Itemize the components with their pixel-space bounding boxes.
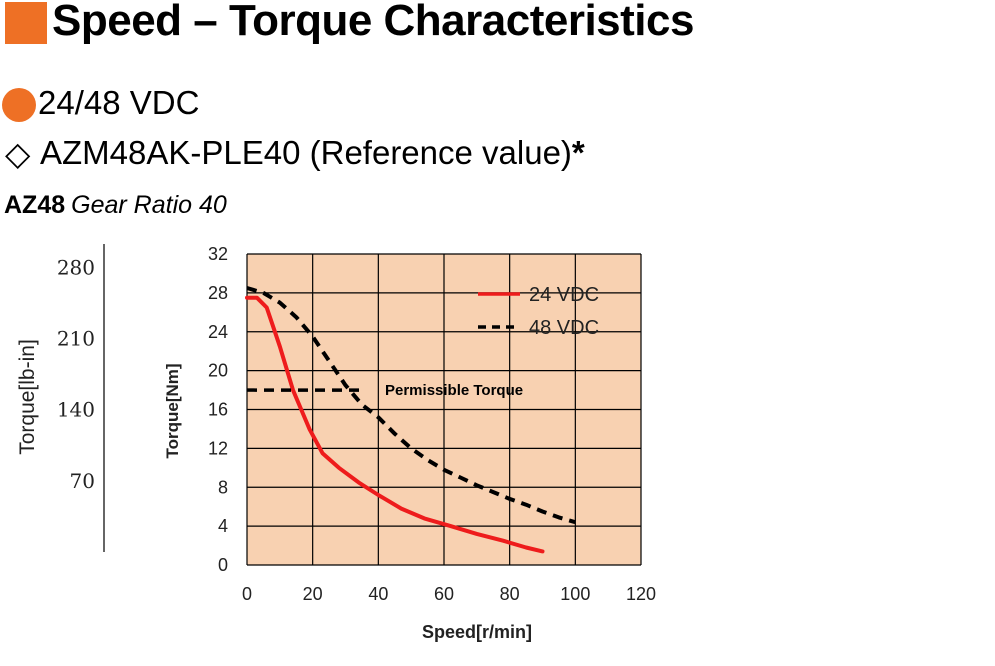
secondary-tick-label: 70 [70,469,95,493]
y-tick-label: 20 [208,361,228,381]
voltage-bullet-icon [2,88,36,122]
series-line-24vdc [245,295,545,554]
y-tick-label: 24 [208,322,228,342]
y-tick-label: 12 [208,438,228,458]
model-heading: AZM48AK-PLE40 (Reference value)* [40,134,585,172]
model-name: AZM48AK-PLE40 (Reference value) [40,134,572,171]
chart-subtitle: AZ48 Gear Ratio 40 [4,191,227,220]
x-tick-label: 40 [368,584,388,604]
speed-torque-chart: 0 20 40 60 80 100 120 0 4 8 12 16 20 24 28 32 70 140 210 28… [16,244,656,642]
gear-ratio: Gear Ratio 40 [71,191,227,219]
model-asterisk: * [571,134,585,171]
y-tick-label: 28 [208,283,228,303]
y-tick-label: 32 [208,244,228,264]
x-tick-label: 60 [434,584,454,604]
secondary-axis-title: Torque[lb-in] [16,339,39,455]
permissible-torque-label: Permissible Torque [385,382,523,399]
legend-label: 48 VDC [529,317,599,339]
x-tick-label: 100 [560,584,590,604]
x-tick-label: 0 [242,584,252,604]
y-tick-label: 4 [218,516,228,536]
secondary-tick-label: 280 [57,255,95,279]
y-axis-title: Torque[Nm] [163,363,182,458]
voltage-heading: 24/48 VDC [38,84,200,121]
x-axis-title: Speed[r/min] [422,622,532,642]
x-tick-label: 80 [500,584,520,604]
page-title: Speed – Torque Characteristics [52,0,694,45]
secondary-tick-label: 210 [57,326,95,350]
diamond-icon: ◇ [5,135,31,172]
legend-label: 24 VDC [529,284,599,306]
y-tick-label: 16 [208,400,228,420]
x-tick-label: 120 [626,584,656,604]
series-name: AZ48 [4,191,66,219]
secondary-tick-label: 140 [57,398,95,422]
y-tick-label: 8 [218,477,228,497]
x-tick-label: 20 [303,584,323,604]
y-tick-label: 0 [218,555,228,575]
title-accent-square [5,2,47,44]
